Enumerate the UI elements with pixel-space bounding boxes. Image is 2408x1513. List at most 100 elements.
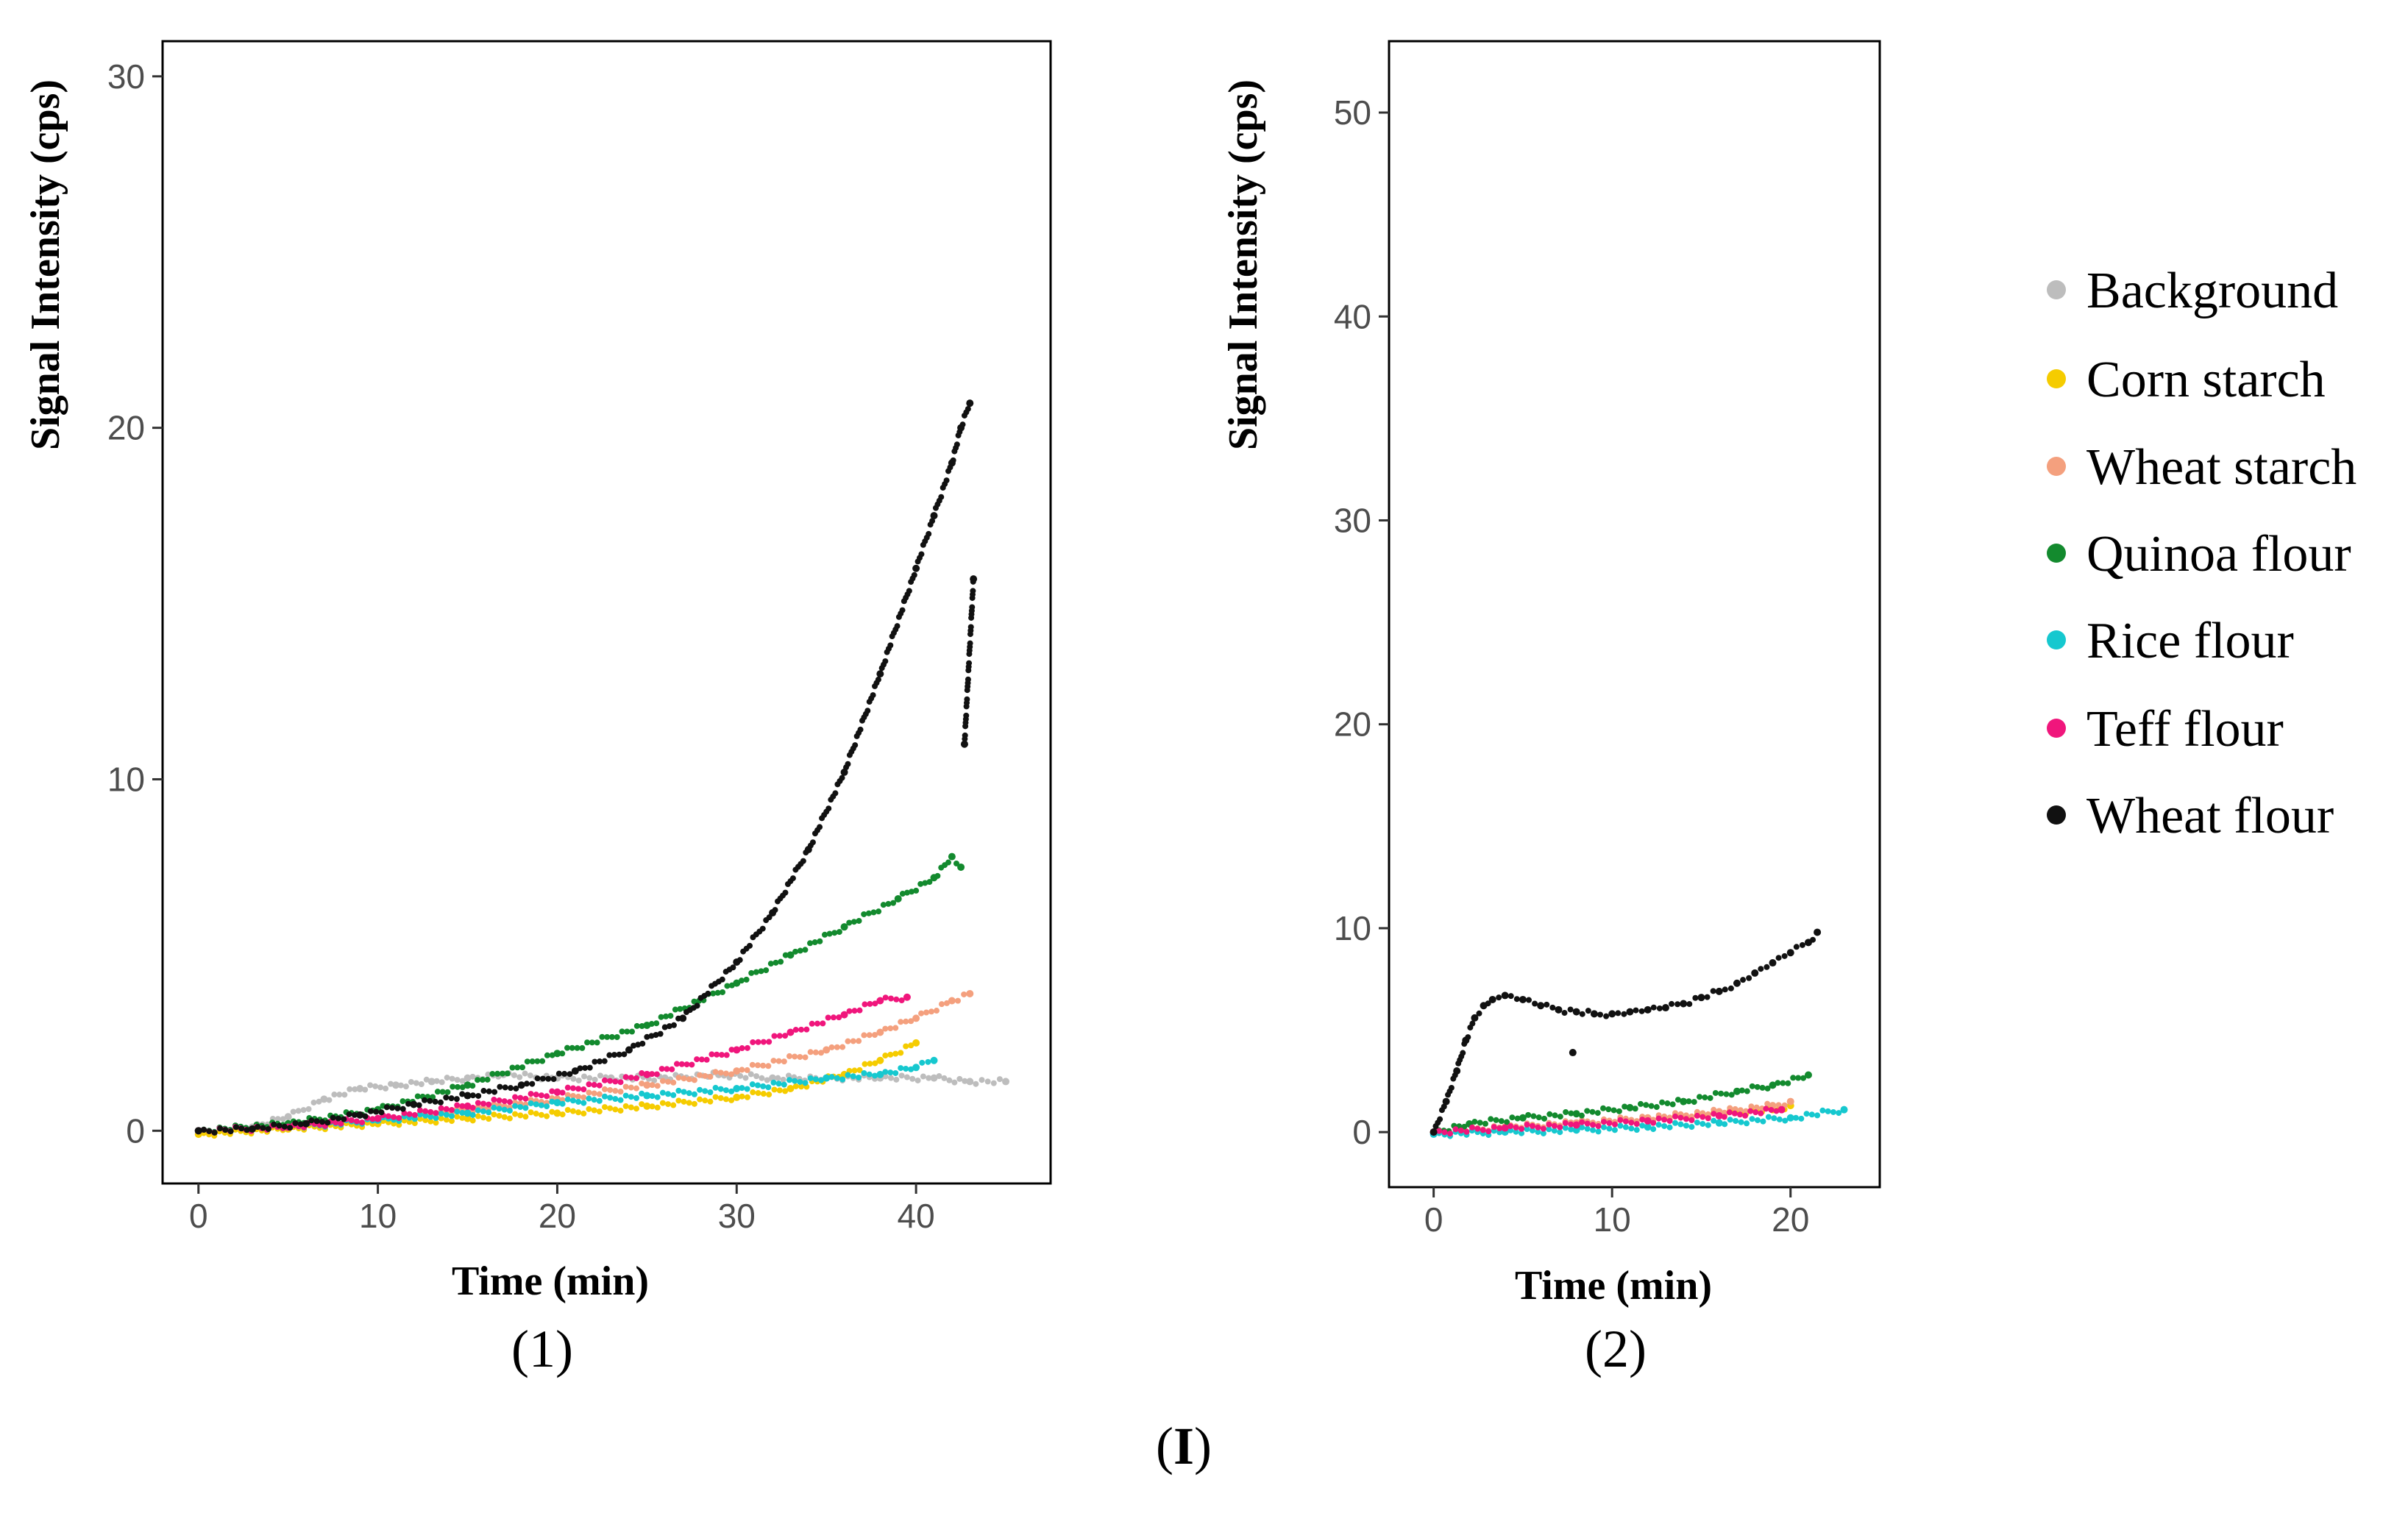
data-point bbox=[601, 1086, 608, 1092]
data-point bbox=[750, 1039, 756, 1045]
data-point bbox=[459, 1114, 466, 1121]
data-point bbox=[739, 1085, 745, 1092]
data-point bbox=[1688, 1124, 1695, 1131]
data-point bbox=[383, 1104, 390, 1111]
data-point bbox=[320, 1095, 328, 1103]
data-point bbox=[485, 1071, 491, 1078]
data-point bbox=[665, 1091, 672, 1097]
data-point bbox=[898, 1072, 905, 1079]
data-point bbox=[346, 1111, 352, 1117]
data-point bbox=[1728, 1092, 1735, 1098]
data-point bbox=[867, 1000, 873, 1007]
data-point bbox=[938, 1001, 945, 1008]
data-point bbox=[362, 1086, 369, 1093]
data-point bbox=[845, 1038, 851, 1044]
data-point bbox=[1664, 1100, 1671, 1107]
panel-1-xtick-label: 0 bbox=[189, 1197, 208, 1235]
data-point bbox=[697, 1072, 703, 1078]
data-point bbox=[1737, 1107, 1744, 1114]
data-point bbox=[714, 989, 721, 996]
data-point bbox=[1702, 1094, 1708, 1101]
data-point bbox=[523, 1081, 530, 1087]
data-point bbox=[797, 1053, 803, 1060]
data-point bbox=[411, 1120, 418, 1127]
data-point bbox=[903, 993, 911, 1001]
data-point bbox=[1694, 1119, 1700, 1126]
data-point bbox=[569, 1085, 576, 1092]
panel-2-ytick-label: 10 bbox=[1334, 909, 1371, 947]
data-point bbox=[1661, 1122, 1668, 1129]
data-point bbox=[475, 1100, 481, 1106]
data-point bbox=[865, 910, 872, 916]
data-point bbox=[464, 1092, 472, 1100]
panel-2-ylabel: Signal Intensity (cps) bbox=[1221, 79, 1266, 450]
data-point bbox=[686, 1100, 692, 1106]
data-point bbox=[1666, 1124, 1673, 1131]
data-point bbox=[255, 1124, 261, 1131]
data-point bbox=[1447, 1131, 1454, 1137]
data-point bbox=[872, 1000, 878, 1007]
data-point bbox=[967, 640, 973, 647]
data-point bbox=[559, 1089, 566, 1096]
data-point bbox=[926, 1075, 932, 1081]
data-point bbox=[1723, 1091, 1730, 1097]
data-point bbox=[1704, 994, 1711, 1000]
data-point bbox=[494, 1070, 501, 1077]
data-point bbox=[955, 997, 962, 1004]
data-point bbox=[846, 919, 853, 926]
data-point bbox=[754, 1062, 761, 1069]
data-point bbox=[592, 1076, 598, 1083]
panel-1-xtick-label: 40 bbox=[898, 1197, 935, 1235]
data-point bbox=[782, 1088, 789, 1094]
data-point bbox=[720, 989, 726, 995]
data-point bbox=[672, 1006, 678, 1013]
data-point bbox=[633, 1075, 640, 1081]
data-point bbox=[1453, 1067, 1461, 1075]
data-point bbox=[846, 1008, 853, 1014]
data-point bbox=[367, 1108, 374, 1114]
data-point bbox=[1530, 1113, 1537, 1119]
data-point bbox=[760, 1039, 767, 1045]
data-point bbox=[882, 1053, 889, 1059]
data-point bbox=[649, 1071, 656, 1078]
data-point bbox=[265, 1125, 271, 1132]
data-point bbox=[643, 1102, 651, 1110]
data-point bbox=[571, 1067, 579, 1075]
data-point bbox=[1769, 1081, 1777, 1089]
data-point bbox=[475, 1092, 482, 1099]
data-point bbox=[1615, 1010, 1622, 1017]
data-point bbox=[449, 1107, 455, 1114]
data-point bbox=[238, 1125, 245, 1132]
data-point bbox=[1617, 1122, 1624, 1129]
data-point bbox=[934, 872, 941, 879]
data-point bbox=[601, 1093, 608, 1100]
data-point bbox=[459, 1103, 466, 1109]
data-point bbox=[887, 1069, 894, 1076]
data-point bbox=[628, 1075, 634, 1081]
data-point bbox=[1600, 1124, 1607, 1131]
data-point bbox=[744, 1067, 750, 1073]
data-point bbox=[959, 421, 966, 428]
data-point bbox=[1457, 1128, 1464, 1134]
data-point bbox=[840, 923, 848, 931]
data-point bbox=[644, 1033, 650, 1040]
data-point bbox=[1441, 1129, 1448, 1136]
data-point bbox=[691, 998, 697, 1005]
data-point bbox=[480, 1114, 487, 1121]
data-point bbox=[717, 1094, 724, 1101]
data-point bbox=[764, 1077, 770, 1083]
data-point bbox=[1633, 1127, 1640, 1133]
data-point bbox=[945, 859, 952, 866]
data-point bbox=[1790, 1075, 1797, 1081]
data-point bbox=[657, 1030, 664, 1037]
panel-2-marks bbox=[1429, 928, 1848, 1139]
data-point bbox=[522, 1070, 528, 1077]
data-point bbox=[416, 1116, 423, 1122]
data-point bbox=[1800, 1075, 1807, 1081]
data-point bbox=[753, 969, 759, 975]
data-point bbox=[1744, 1088, 1750, 1094]
data-point bbox=[691, 1077, 697, 1083]
data-point bbox=[1584, 1108, 1591, 1114]
data-point bbox=[786, 1077, 792, 1083]
data-point bbox=[501, 1114, 508, 1120]
